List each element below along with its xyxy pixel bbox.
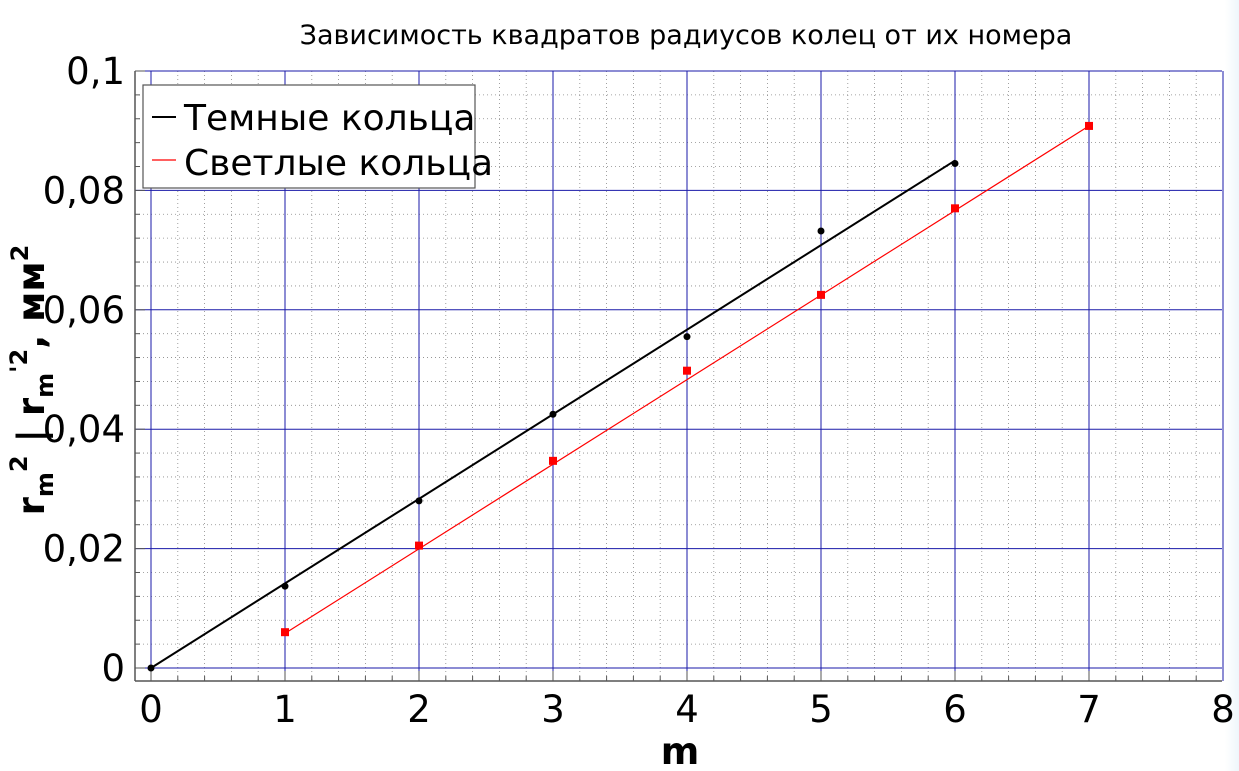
data-point-light-3 [683,366,691,375]
y-label-r1: r [10,496,53,515]
y-label-separator: | [10,416,53,455]
data-point-dark-5 [817,227,825,235]
data-point-dark-1 [281,582,289,590]
x-tick-label-4: 4 [675,688,699,731]
y-tick-label-0,1: 0,1 [66,50,125,93]
data-point-dark-4 [683,333,691,341]
data-point-dark-6 [951,160,959,168]
y-axis-label: rm2 | rm'2, мм2 [5,245,59,516]
legend-label-dark: Темные кольца [183,98,475,139]
y-label-r1-sub: m [31,472,59,497]
y-label-r1-sup: 2 [5,455,33,472]
series-layer [147,121,1093,672]
minor-grid [135,71,1222,681]
x-tick-label-6: 6 [943,688,967,731]
chart-title: Зависимость квадратов радиусов колец от … [300,20,1073,51]
tick-labels: 0 1 2 3 4 5 6 7 8 0 0,02 0,04 0,06 0,08 0,1 [43,50,1235,731]
series-1 [281,121,1093,637]
x-tick-label-5: 5 [809,688,833,731]
legend: Темные кольца Светлые кольца [142,84,493,189]
y-label-r2-sup: '2 [5,349,33,373]
x-tick-label-0: 0 [139,688,163,731]
y-label-r2: r [10,397,53,416]
y-tick-label-0,06: 0,06 [43,289,125,332]
x-axis-label: m [661,730,700,771]
data-point-light-4 [817,290,825,299]
y-label-r2-sub: m [31,373,59,398]
x-tick-label-1: 1 [273,688,297,731]
y-tick-label-0,08: 0,08 [43,169,125,212]
series-0 [147,159,959,672]
axes [134,70,1222,682]
legend-box [142,84,476,189]
y-tick-label-0: 0 [101,647,125,690]
data-point-light-0 [281,628,289,637]
y-tick-label-0,04: 0,04 [43,408,125,451]
data-point-light-6 [1085,121,1093,130]
data-point-light-5 [951,204,959,213]
legend-label-light: Светлые кольца [184,143,493,184]
major-grid [135,70,1224,681]
y-tick-label-0,02: 0,02 [43,528,125,571]
x-tick-label-8: 8 [1211,688,1235,731]
x-tick-label-3: 3 [541,688,565,731]
window-edge-strip [1225,0,1239,771]
data-point-light-2 [549,456,557,465]
data-point-dark-3 [549,410,557,418]
y-label-unit: , мм [10,261,53,348]
x-tick-label-7: 7 [1077,688,1101,731]
data-point-dark-2 [415,497,423,505]
x-tick-label-2: 2 [407,688,431,731]
data-point-light-1 [415,541,423,550]
y-label-unit-sup: 2 [6,245,34,262]
data-point-dark-0 [147,664,155,672]
